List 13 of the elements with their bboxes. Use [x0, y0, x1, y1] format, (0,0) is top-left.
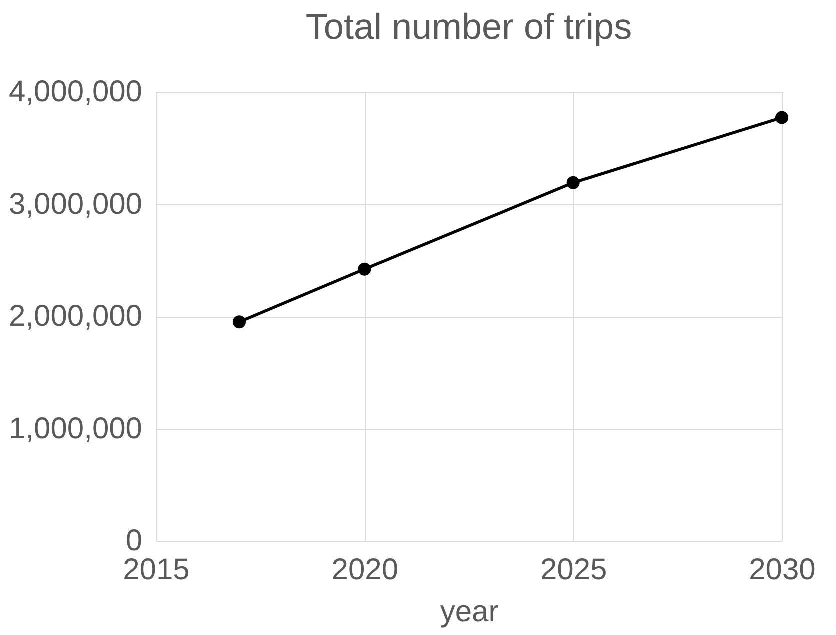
chart-title: Total number of trips [306, 6, 632, 47]
point [232, 316, 246, 329]
point [775, 111, 789, 124]
y-tick-label: 3,000,000 [9, 188, 142, 221]
point [358, 262, 372, 276]
y-tick-label: 2,000,000 [9, 300, 142, 333]
y-tick-label: 4,000,000 [9, 76, 142, 108]
y-tick-label: 1,000,000 [9, 412, 142, 446]
point [566, 176, 580, 190]
x-tick-label: 2025 [540, 554, 608, 586]
x-tick-label: 2030 [749, 554, 816, 586]
x-axis-title: year [440, 596, 499, 628]
x-tick-label: 2020 [332, 554, 399, 586]
